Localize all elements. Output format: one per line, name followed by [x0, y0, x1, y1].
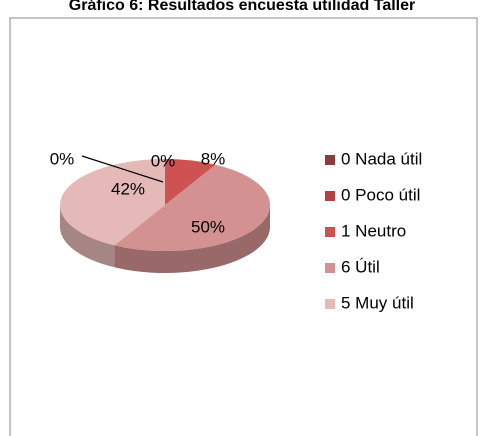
legend-swatch — [325, 155, 335, 165]
slice — [114, 164, 270, 252]
chart-title: Gráfico 6: Resultados encuesta utilidad … — [69, 0, 415, 14]
legend-swatch — [325, 299, 335, 309]
data-label: 0% — [50, 149, 75, 168]
data-label: 42% — [111, 179, 145, 198]
legend-label: 1 Neutro — [341, 221, 406, 240]
slice — [165, 159, 216, 205]
legend-label: 0 Poco útil — [341, 185, 420, 204]
legend-swatch — [325, 227, 335, 237]
leader-line — [81, 155, 164, 183]
legend-swatch — [325, 263, 335, 273]
data-label: 8% — [201, 149, 226, 168]
legend-label: 0 Nada útil — [341, 149, 422, 168]
legend-swatch — [325, 191, 335, 201]
data-label: 50% — [191, 217, 225, 236]
slice-side — [59, 205, 115, 268]
data-label: 0% — [151, 151, 176, 170]
legend-label: 5 Muy útil — [341, 293, 414, 312]
legend-label: 6 Útil — [341, 257, 380, 276]
slice-side — [114, 205, 270, 274]
slice — [59, 159, 165, 246]
